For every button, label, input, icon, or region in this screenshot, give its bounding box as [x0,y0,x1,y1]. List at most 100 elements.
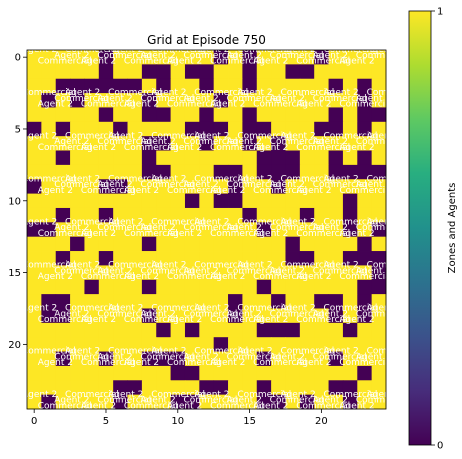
heatmap-cell [55,380,71,396]
heatmap-cell [256,322,272,338]
heatmap-cell [242,236,258,252]
heatmap-cell [156,279,171,295]
heatmap-cell [199,294,215,309]
heatmap-cell [342,294,358,309]
heatmap-cell [199,394,215,410]
heatmap-cell [242,93,258,108]
heatmap-cell [242,121,258,137]
heatmap-cell [156,294,171,309]
heatmap-cell [213,136,229,151]
heatmap-cell [199,78,215,94]
heatmap-cell [184,308,200,324]
heatmap-cell [371,193,387,209]
heatmap-cell [256,64,272,80]
cell-annotation: Agent 2 [151,347,186,357]
heatmap-cell [199,193,215,209]
heatmap-cell [127,236,143,252]
heatmap-cell [184,179,200,194]
heatmap-cell [184,251,200,266]
heatmap-cell [27,380,42,396]
heatmap-cell [70,150,85,166]
heatmap-cell [141,279,157,295]
heatmap-cell [41,222,57,238]
heatmap-cell [199,279,215,295]
heatmap-cell [84,380,100,396]
heatmap-cell [41,294,57,309]
cell-annotation: Agent 2 [22,304,57,314]
heatmap-cell [84,322,100,338]
cell-annotation: Agent 2 [54,223,89,233]
heatmap-cell [342,279,358,295]
heatmap-cell [84,236,100,252]
cell-annotation: Commercial [194,174,248,184]
cell-annotation: Agent 2 [296,100,331,110]
cell-annotation: Agent 2 [237,88,272,98]
heatmap-cell [328,78,344,94]
cell-annotation: Commercial [108,174,162,184]
cell-annotation: Commercial [151,390,205,400]
cell-annotation: Commercial [65,304,119,314]
heatmap-cell [41,121,57,137]
heatmap-cell [299,164,315,180]
cell-annotation: Agent 2 [339,229,374,239]
cell-annotation: Agent 2 [356,352,391,362]
cell-annotation: Agent 2 [324,174,359,184]
heatmap-cell [70,251,85,266]
heatmap-cell [357,207,373,223]
heatmap-cell [170,365,186,381]
heatmap-cell [84,64,100,80]
heatmap-cell [84,265,100,281]
heatmap-cell [256,308,272,324]
heatmap-cell [55,337,71,352]
heatmap-cell [371,251,387,266]
heatmap-cell [256,179,272,194]
heatmap-cell [357,193,373,209]
cell-annotation: Commercial [167,186,221,196]
heatmap-cell [371,380,387,396]
heatmap-cell [127,121,143,137]
cell-annotation: Agent 2 [210,272,245,282]
heatmap-cell [141,179,157,194]
cell-annotation: Commercial [22,261,76,271]
heatmap-cell [285,322,301,338]
cell-annotation: Agent 2 [280,390,315,400]
heatmap-cell [141,380,157,396]
heatmap-cell [228,107,243,123]
heatmap-cell [271,236,286,252]
cell-annotation: Commercial [22,88,76,98]
cell-annotation: Agent 2 [313,51,348,61]
heatmap-cell [328,93,344,108]
cell-annotation: Commercial [194,88,248,98]
heatmap-cell [141,121,157,137]
heatmap-cell [228,394,243,410]
cell-annotation: Commercial [270,309,324,319]
heatmap-cell [285,251,301,266]
y-tick-label: 15 [8,268,21,279]
cell-annotation: Agent 2 [367,131,402,141]
heatmap-cell [285,121,301,137]
cell-annotation: Agent 2 [339,57,374,67]
heatmap-cell [228,179,243,194]
cell-annotation: Agent 2 [270,266,305,276]
heatmap-cell [98,222,114,238]
heatmap-cell [342,179,358,194]
cell-annotation: Agent 2 [324,261,359,271]
heatmap-cell [285,164,301,180]
heatmap-cell [314,337,329,352]
heatmap-cell [285,136,301,151]
heatmap-cell [213,322,229,338]
heatmap-cell [84,207,100,223]
cell-annotation: Commercial [38,143,92,153]
heatmap-cell [228,50,243,65]
cell-annotation: Commercial [280,174,334,184]
heatmap-cell [328,351,344,367]
cell-annotation: Commercial [339,100,393,110]
heatmap-cell [70,207,85,223]
cell-annotation: Agent 2 [167,143,202,153]
heatmap-cell [357,394,373,410]
cell-annotation: Commercial [151,304,205,314]
heatmap-cell [141,222,157,238]
heatmap-cell [342,78,358,94]
heatmap-cell [98,107,114,123]
